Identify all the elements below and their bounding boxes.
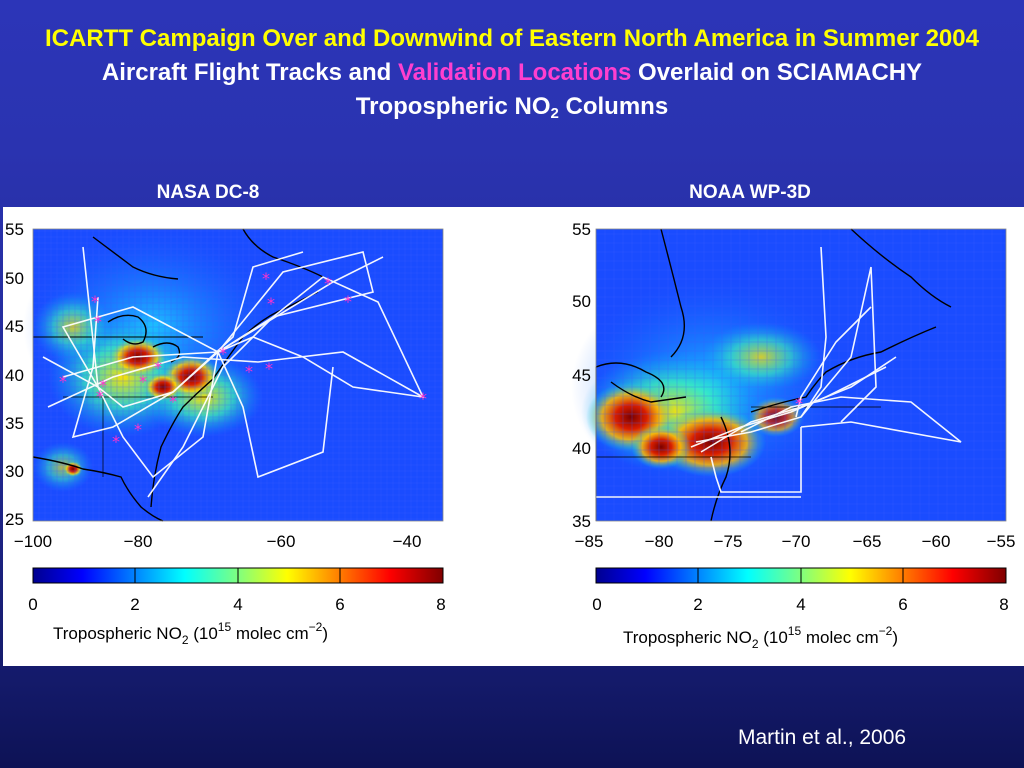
svg-text:*: * — [96, 387, 104, 406]
title-line-3-a: Tropospheric NO — [355, 93, 551, 120]
svg-text:*: * — [344, 292, 352, 311]
figure-panels: * * * * * * * * * * * * * * * * * * 55 50 45 40 35 3… — [3, 207, 1024, 666]
slide-title: ICARTT Campaign Over and Downwind of Eas… — [0, 22, 1024, 124]
x-tick: −80 — [124, 532, 153, 551]
svg-text:*: * — [245, 362, 253, 381]
citation: Martin et al., 2006 — [738, 726, 907, 749]
panel-label-wp3d: NOAA WP-3D — [689, 182, 811, 203]
svg-text:*: * — [134, 420, 142, 439]
x-tick: −65 — [853, 532, 882, 551]
map-wp3d-svg: * 55 50 45 40 35 −85 −80 −75 −70 −65 −60… — [571, 220, 1016, 651]
colorbar-label: Tropospheric NO2 (1015 molec cm−2) — [53, 620, 328, 647]
svg-text:*: * — [265, 359, 273, 378]
x-tick: −60 — [267, 532, 296, 551]
colorbar-tick: 8 — [436, 595, 445, 614]
colorbar-tick: 8 — [999, 595, 1008, 614]
map-area-dc8: *** ** * ** * *** *** *** — [23, 227, 444, 522]
y-tick: 50 — [572, 292, 591, 311]
axis-x-wp3d: −85 −80 −75 −70 −65 −60 −55 — [575, 532, 1016, 551]
x-tick: −55 — [987, 532, 1016, 551]
svg-text:*: * — [139, 372, 147, 391]
y-tick: 40 — [5, 366, 24, 385]
svg-text:*: * — [795, 394, 803, 413]
x-tick: −40 — [393, 532, 422, 551]
y-tick: 35 — [5, 414, 24, 433]
map-area-wp3d: * — [571, 228, 1007, 522]
y-tick: 45 — [5, 317, 24, 336]
title-line-3: Tropospheric NO2 Columns — [0, 90, 1024, 124]
svg-text:*: * — [59, 372, 67, 391]
x-tick: −100 — [14, 532, 52, 551]
panel-dc8: * * * * * * * * * * * * * * * * * * 55 50 45 40 35 3… — [3, 207, 463, 666]
title-line-3-b: Columns — [558, 93, 669, 120]
svg-text:*: * — [262, 269, 270, 288]
colorbar-tick: 6 — [335, 595, 344, 614]
colorbar-tick: 0 — [28, 595, 37, 614]
svg-text:*: * — [99, 376, 107, 395]
y-tick: 50 — [5, 269, 24, 288]
svg-text:*: * — [112, 432, 120, 451]
svg-text:*: * — [94, 312, 102, 331]
colorbar-tick: 2 — [130, 595, 139, 614]
title-line-2-a: Aircraft Flight Tracks and — [101, 59, 398, 86]
y-tick: 55 — [572, 220, 591, 239]
x-tick: −80 — [645, 532, 674, 551]
colorbar-tick: 4 — [796, 595, 805, 614]
colorbar-tick: 2 — [693, 595, 702, 614]
y-tick: 35 — [572, 512, 591, 531]
title-line-3-sub: 2 — [550, 105, 559, 122]
y-tick: 40 — [572, 439, 591, 458]
flight-tracks-dc8 — [42, 246, 425, 498]
x-tick: −60 — [922, 532, 951, 551]
y-tick: 25 — [5, 510, 24, 529]
svg-text:*: * — [154, 358, 162, 377]
svg-text:*: * — [324, 274, 332, 293]
panel-wp3d: * 55 50 45 40 35 −85 −80 −75 −70 −65 −60… — [551, 207, 1024, 666]
validation-markers-dc8: *** ** * ** * *** *** *** — [59, 269, 427, 451]
axis-x-dc8: −100 −80 −60 −40 — [14, 532, 422, 551]
x-tick: −75 — [714, 532, 743, 551]
validation-markers-wp3d: * — [795, 394, 803, 413]
colorbar-tick: 0 — [592, 595, 601, 614]
title-line-2: Aircraft Flight Tracks and Validation Lo… — [0, 56, 1024, 90]
colorbar-tick: 6 — [898, 595, 907, 614]
axis-y-wp3d: 55 50 45 40 35 — [572, 220, 591, 531]
colorbar-tick: 4 — [233, 595, 242, 614]
colorbar-dc8: 0 2 4 6 8 Tropospheric NO2 (1015 molec c… — [28, 567, 446, 647]
svg-text:*: * — [219, 344, 227, 363]
flight-tracks-wp3d — [596, 246, 962, 498]
x-tick: −85 — [575, 532, 604, 551]
y-tick: 45 — [572, 366, 591, 385]
svg-text:*: * — [419, 389, 427, 408]
title-line-2-b: Overlaid on SCIAMACHY — [631, 59, 923, 86]
colorbar-wp3d: 0 2 4 6 8 Tropospheric NO2 (1015 molec c… — [592, 567, 1009, 651]
title-highlight: Validation Locations — [397, 59, 632, 86]
axis-y-dc8: 55 50 45 40 35 30 25 — [5, 220, 24, 529]
x-tick: −70 — [782, 532, 811, 551]
panel-label-dc8: NASA DC-8 — [156, 182, 260, 203]
y-tick: 30 — [5, 462, 24, 481]
y-tick: 55 — [5, 220, 24, 239]
title-line-1: ICARTT Campaign Over and Downwind of Eas… — [45, 25, 979, 52]
svg-text:*: * — [169, 392, 177, 411]
svg-text:*: * — [267, 294, 275, 313]
map-dc8-svg: *** ** * ** * *** *** *** 55 50 45 40 35 3… — [5, 220, 446, 647]
colorbar-label: Tropospheric NO2 (1015 molec cm−2) — [623, 624, 898, 651]
svg-text:*: * — [91, 292, 99, 311]
